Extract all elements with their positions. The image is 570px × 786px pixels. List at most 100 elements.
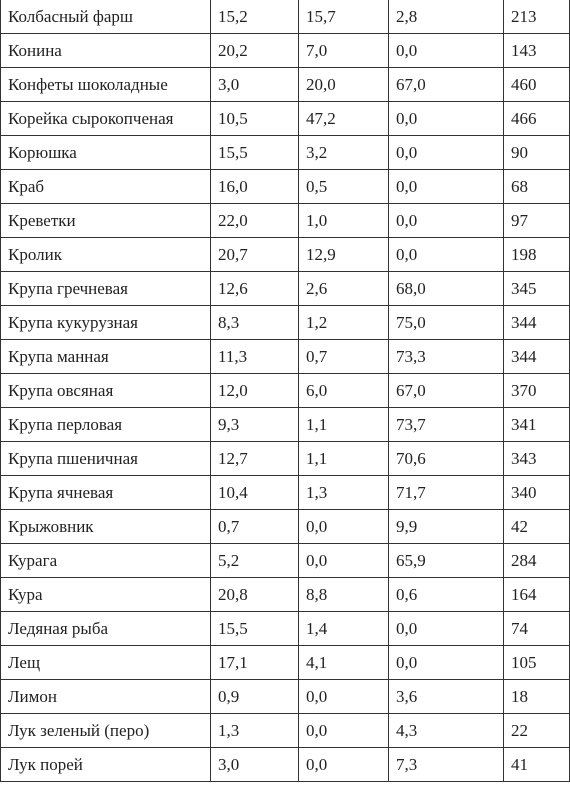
product-name: Крупа гречневая xyxy=(0,271,211,306)
value-cell: 143 xyxy=(503,33,570,68)
product-name: Конина xyxy=(0,33,211,68)
value-cell: 16,0 xyxy=(210,169,299,204)
value-cell: 73,7 xyxy=(388,407,504,442)
value-cell: 70,6 xyxy=(388,441,504,476)
table-row: Крупа гречневая 12,6 2,6 68,0 345 xyxy=(0,271,570,306)
table-row: Крупа перловая 9,3 1,1 73,7 341 xyxy=(0,407,570,442)
product-name: Креветки xyxy=(0,203,211,238)
table-row: Крупа кукурузная 8,3 1,2 75,0 344 xyxy=(0,305,570,340)
value-cell: 213 xyxy=(503,0,570,34)
value-cell: 466 xyxy=(503,101,570,136)
value-cell: 1,3 xyxy=(298,475,389,510)
value-cell: 90 xyxy=(503,135,570,170)
value-cell: 1,4 xyxy=(298,611,389,646)
value-cell: 2,6 xyxy=(298,271,389,306)
value-cell: 340 xyxy=(503,475,570,510)
value-cell: 22,0 xyxy=(210,203,299,238)
value-cell: 12,7 xyxy=(210,441,299,476)
table-row: Лещ 17,1 4,1 0,0 105 xyxy=(0,645,570,680)
product-name: Кура xyxy=(0,577,211,612)
table-row: Корейка сырокопченая 10,5 47,2 0,0 466 xyxy=(0,101,570,136)
value-cell: 1,2 xyxy=(298,305,389,340)
value-cell: 0,0 xyxy=(388,203,504,238)
value-cell: 3,0 xyxy=(210,67,299,102)
table-row: Крупа ячневая 10,4 1,3 71,7 340 xyxy=(0,475,570,510)
value-cell: 2,8 xyxy=(388,0,504,34)
value-cell: 7,0 xyxy=(298,33,389,68)
value-cell: 74 xyxy=(503,611,570,646)
value-cell: 164 xyxy=(503,577,570,612)
value-cell: 20,2 xyxy=(210,33,299,68)
product-name: Крупа овсяная xyxy=(0,373,211,408)
product-name: Кролик xyxy=(0,237,211,272)
value-cell: 10,4 xyxy=(210,475,299,510)
value-cell: 15,7 xyxy=(298,0,389,34)
value-cell: 0,0 xyxy=(298,713,389,748)
product-name: Ледяная рыба xyxy=(0,611,211,646)
value-cell: 12,6 xyxy=(210,271,299,306)
value-cell: 67,0 xyxy=(388,373,504,408)
value-cell: 0,7 xyxy=(210,509,299,544)
value-cell: 0,7 xyxy=(298,339,389,374)
value-cell: 0,5 xyxy=(298,169,389,204)
product-name: Крупа ячневая xyxy=(0,475,211,510)
table-row: Лук порей 3,0 0,0 7,3 41 xyxy=(0,747,570,782)
value-cell: 73,3 xyxy=(388,339,504,374)
value-cell: 42 xyxy=(503,509,570,544)
value-cell: 0,0 xyxy=(388,237,504,272)
value-cell: 343 xyxy=(503,441,570,476)
value-cell: 7,3 xyxy=(388,747,504,782)
value-cell: 8,8 xyxy=(298,577,389,612)
value-cell: 97 xyxy=(503,203,570,238)
table-row: Корюшка 15,5 3,2 0,0 90 xyxy=(0,135,570,170)
value-cell: 41 xyxy=(503,747,570,782)
value-cell: 20,8 xyxy=(210,577,299,612)
value-cell: 284 xyxy=(503,543,570,578)
value-cell: 12,9 xyxy=(298,237,389,272)
value-cell: 9,3 xyxy=(210,407,299,442)
value-cell: 10,5 xyxy=(210,101,299,136)
product-name: Конфеты шоколадные xyxy=(0,67,211,102)
value-cell: 460 xyxy=(503,67,570,102)
table-row: Крыжовник 0,7 0,0 9,9 42 xyxy=(0,509,570,544)
value-cell: 370 xyxy=(503,373,570,408)
value-cell: 3,0 xyxy=(210,747,299,782)
value-cell: 47,2 xyxy=(298,101,389,136)
value-cell: 15,5 xyxy=(210,135,299,170)
value-cell: 15,5 xyxy=(210,611,299,646)
table-row: Лук зеленый (перо) 1,3 0,0 4,3 22 xyxy=(0,713,570,748)
table-row: Лимон 0,9 0,0 3,6 18 xyxy=(0,679,570,714)
value-cell: 3,6 xyxy=(388,679,504,714)
value-cell: 67,0 xyxy=(388,67,504,102)
value-cell: 4,3 xyxy=(388,713,504,748)
table-row: Крупа манная 11,3 0,7 73,3 344 xyxy=(0,339,570,374)
value-cell: 341 xyxy=(503,407,570,442)
table-row: Конфеты шоколадные 3,0 20,0 67,0 460 xyxy=(0,67,570,102)
value-cell: 20,0 xyxy=(298,67,389,102)
value-cell: 65,9 xyxy=(388,543,504,578)
table-row: Курага 5,2 0,0 65,9 284 xyxy=(0,543,570,578)
table-row: Крупа пшеничная 12,7 1,1 70,6 343 xyxy=(0,441,570,476)
value-cell: 0,0 xyxy=(388,645,504,680)
value-cell: 1,0 xyxy=(298,203,389,238)
value-cell: 20,7 xyxy=(210,237,299,272)
value-cell: 3,2 xyxy=(298,135,389,170)
table-row: Кура 20,8 8,8 0,6 164 xyxy=(0,577,570,612)
value-cell: 105 xyxy=(503,645,570,680)
value-cell: 198 xyxy=(503,237,570,272)
value-cell: 0,9 xyxy=(210,679,299,714)
value-cell: 0,0 xyxy=(388,611,504,646)
value-cell: 75,0 xyxy=(388,305,504,340)
value-cell: 0,0 xyxy=(388,33,504,68)
table-row: Ледяная рыба 15,5 1,4 0,0 74 xyxy=(0,611,570,646)
value-cell: 8,3 xyxy=(210,305,299,340)
value-cell: 4,1 xyxy=(298,645,389,680)
value-cell: 344 xyxy=(503,339,570,374)
value-cell: 345 xyxy=(503,271,570,306)
table-row: Колбасный фарш 15,2 15,7 2,8 213 xyxy=(0,0,570,34)
value-cell: 68 xyxy=(503,169,570,204)
product-name: Краб xyxy=(0,169,211,204)
